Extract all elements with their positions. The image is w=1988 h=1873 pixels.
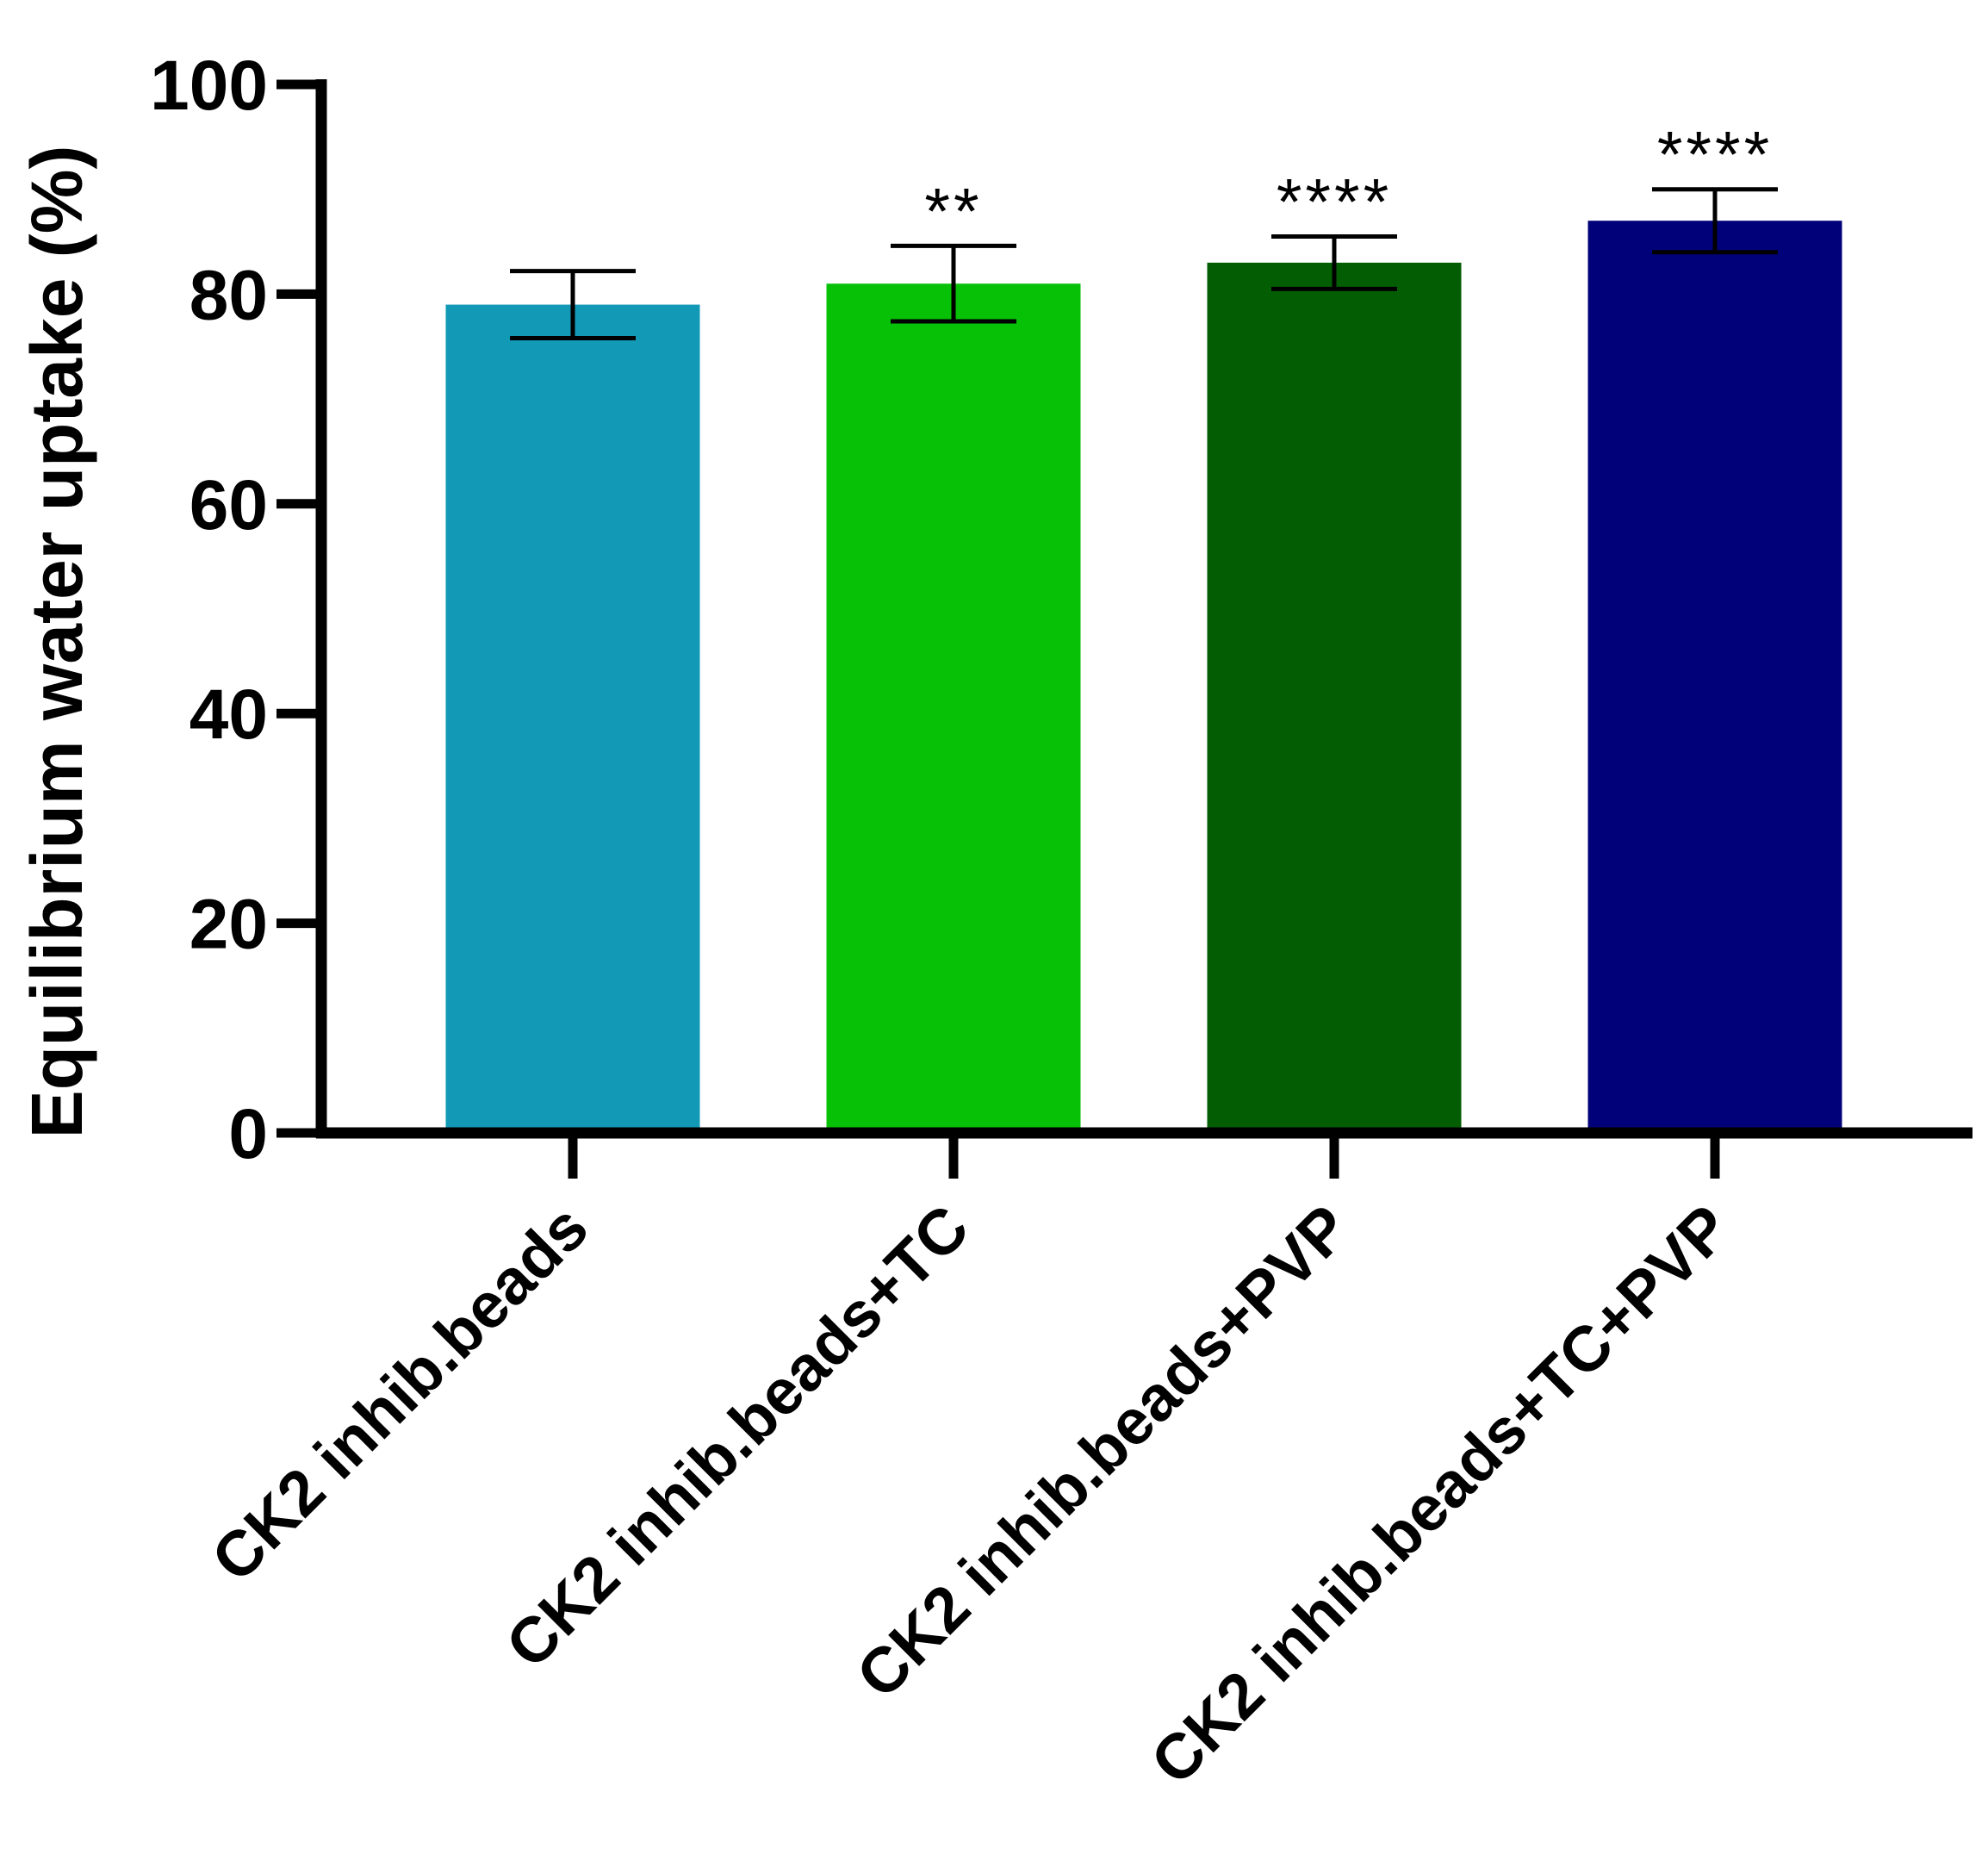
bars-layer — [445, 221, 1842, 1134]
bar — [1207, 262, 1462, 1133]
y-tick-label: 60 — [189, 466, 268, 544]
significance-marker: **** — [1657, 119, 1773, 192]
y-ticks-layer: 0 20 40 60 80 100 — [150, 47, 321, 1173]
bar — [445, 304, 700, 1133]
x-ticks-layer — [568, 1133, 1720, 1179]
category-label: CK2 inhib.beads — [198, 1192, 602, 1596]
y-tick-label: 100 — [150, 47, 268, 125]
significance-layer: ** ******** — [924, 119, 1773, 249]
y-tick-label: 20 — [189, 886, 268, 964]
y-axis-title: Equilibrium water uptake (%) — [16, 146, 97, 1139]
error-bars-layer — [510, 187, 1778, 341]
bar — [826, 283, 1081, 1134]
significance-marker: ** — [924, 175, 982, 248]
axes-layer — [315, 79, 1972, 1139]
y-tick-label: 0 — [228, 1095, 268, 1173]
significance-marker: **** — [1277, 165, 1392, 239]
bar — [1587, 221, 1842, 1134]
y-tick-label: 40 — [189, 675, 268, 754]
y-tick-label: 80 — [189, 256, 268, 334]
